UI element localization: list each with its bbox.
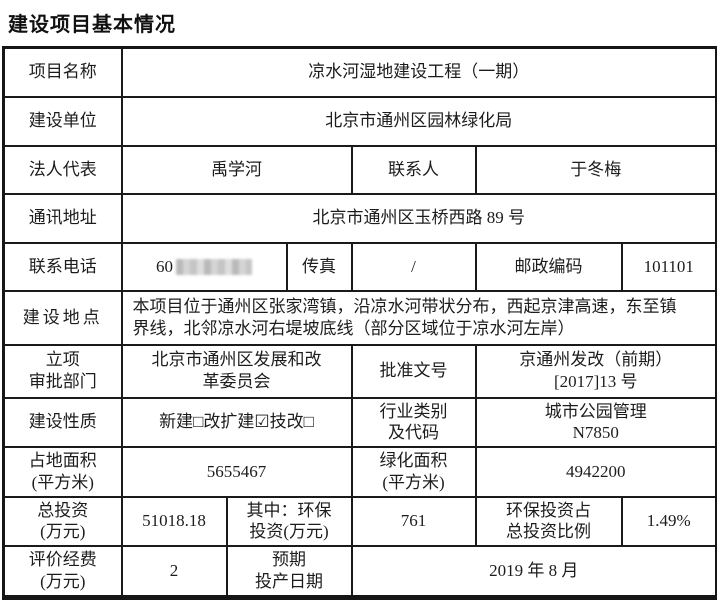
row-location: 建设地点 本项目位于通州区张家湾镇，沿凉水河带状分布，西起京津高速，东至镇 界线…: [2, 289, 717, 346]
phone-label: 联系电话: [2, 241, 123, 292]
area-value: 5655467: [120, 446, 353, 498]
page-title: 建设项目基本情况: [8, 14, 176, 36]
document-page: 建设项目基本情况 项目名称 凉水河湿地建设工程（一期） 建设单位 北京市通州区园…: [0, 8, 717, 602]
approval-dept-label-line1: 立项: [45, 350, 80, 370]
approval-dept-value-line2: 革委员会: [202, 372, 271, 391]
industry-value-line1: 城市公园管理: [544, 401, 647, 421]
project-info-table: 项目名称 凉水河湿地建设工程（一期） 建设单位 北京市通州区园林绿化局 法人代表…: [2, 46, 717, 600]
green-area-label-line1: 绿化面积: [379, 451, 448, 470]
address-label: 通讯地址: [2, 192, 123, 244]
phone-value-wrap: 60: [156, 257, 252, 276]
approval-doc-value-line2: [2017]13 号: [553, 372, 638, 391]
phone-value: 60: [120, 241, 288, 292]
location-value: 本项目位于通州区张家湾镇，沿凉水河带状分布，西起京津高速，东至镇 界线，北邻凉水…: [120, 289, 717, 346]
green-area-label-line2: (平方米): [382, 472, 445, 492]
phone-visible-digits: 60: [156, 256, 173, 276]
env-ratio-label-line1: 环保投资占: [506, 500, 591, 520]
location-label: 建设地点: [2, 289, 123, 346]
location-value-line1: 本项目位于通州区张家湾镇，沿凉水河带状分布，西起京津高速，东至镇: [132, 296, 677, 316]
zip-label: 邮政编码: [474, 241, 623, 292]
area-label-line1: 占地面积: [28, 451, 97, 470]
evaluation-fee-value: 2: [120, 545, 228, 598]
row-phone: 联系电话 60 传真 / 邮政编码 101101: [2, 241, 717, 292]
env-investment-value: 761: [350, 495, 477, 547]
legal-rep-value: 禹学河: [120, 144, 353, 195]
production-date-label-line2: 投产日期: [255, 571, 323, 591]
approval-doc-value-line1: 京通州发改（前期）: [519, 350, 673, 370]
industry-value: 城市公园管理 N7850: [474, 396, 717, 448]
row-approval: 立项 审批部门 北京市通州区发展和改 革委员会 批准文号 京通州发改（前期） […: [2, 343, 717, 399]
env-investment-label-line2: 投资(万元): [249, 522, 329, 542]
area-label-line2: (平方米): [31, 472, 94, 492]
investment-label-line2: (万元): [40, 522, 86, 542]
project-name-value: 凉水河湿地建设工程（一期）: [120, 46, 717, 98]
row-builder: 建设单位 北京市通州区园林绿化局: [2, 95, 717, 147]
production-date-label-line1: 预期: [272, 550, 306, 569]
zip-value: 101101: [620, 241, 717, 292]
production-date-label: 预期 投产日期: [225, 545, 353, 598]
investment-value: 51018.18: [120, 495, 228, 547]
investment-label-line1: 总投资: [37, 500, 89, 520]
env-ratio-value: 1.49%: [620, 495, 717, 547]
evaluation-fee-label-line2: (万元): [40, 571, 86, 591]
approval-dept-value-line1: 北京市通州区发展和改: [151, 350, 322, 370]
industry-label: 行业类别 及代码: [350, 396, 477, 448]
nature-label: 建设性质: [2, 396, 123, 448]
nature-value: 新建□改扩建☑技改□: [120, 396, 353, 448]
green-area-label: 绿化面积 (平方米): [350, 446, 477, 498]
project-name-label: 项目名称: [2, 46, 123, 98]
redacted-phone-number: [176, 258, 252, 275]
row-project-name: 项目名称 凉水河湿地建设工程（一期）: [2, 46, 717, 98]
row-legal-rep: 法人代表 禹学河 联系人 于冬梅: [2, 144, 717, 195]
fax-value: /: [350, 241, 477, 292]
industry-label-line2: 及代码: [388, 423, 439, 443]
env-ratio-label-line2: 总投资比例: [506, 522, 591, 542]
row-nature: 建设性质 新建□改扩建☑技改□ 行业类别 及代码 城市公园管理 N7850: [2, 396, 717, 448]
fax-label: 传真: [285, 241, 353, 292]
industry-value-line2: N7850: [572, 423, 619, 443]
row-area: 占地面积 (平方米) 5655467 绿化面积 (平方米) 4942200: [2, 446, 717, 498]
approval-doc-value: 京通州发改（前期） [2017]13 号: [474, 343, 717, 399]
evaluation-fee-label: 评价经费 (万元): [2, 545, 123, 598]
green-area-value: 4942200: [474, 446, 717, 498]
approval-dept-value: 北京市通州区发展和改 革委员会: [120, 343, 353, 399]
contact-person-label: 联系人: [350, 144, 477, 195]
env-investment-label-line1: 其中：环保: [246, 500, 332, 520]
industry-label-line1: 行业类别: [379, 401, 448, 421]
builder-label: 建设单位: [2, 95, 123, 147]
address-value: 北京市通州区玉桥西路 89 号: [120, 192, 717, 244]
approval-dept-label-line2: 审批部门: [28, 372, 97, 391]
legal-rep-label: 法人代表: [2, 144, 123, 195]
approval-doc-label: 批准文号: [350, 343, 477, 399]
contact-person-value: 于冬梅: [474, 144, 717, 195]
area-label: 占地面积 (平方米): [2, 446, 123, 498]
investment-label: 总投资 (万元): [2, 495, 123, 547]
row-investment: 总投资 (万元) 51018.18 其中：环保 投资(万元) 761 环保投资占…: [2, 495, 717, 547]
env-investment-label: 其中：环保 投资(万元): [225, 495, 353, 547]
row-address: 通讯地址 北京市通州区玉桥西路 89 号: [2, 192, 717, 244]
env-ratio-label: 环保投资占 总投资比例: [474, 495, 623, 547]
location-value-line2: 界线，北邻凉水河右堤坡底线（部分区域位于凉水河左岸）: [132, 318, 575, 338]
approval-dept-label: 立项 审批部门: [2, 343, 123, 399]
row-evaluation: 评价经费 (万元) 2 预期 投产日期 2019 年 8 月: [2, 545, 717, 598]
evaluation-fee-label-line1: 评价经费: [28, 550, 97, 569]
production-date-value: 2019 年 8 月: [350, 545, 717, 598]
builder-value: 北京市通州区园林绿化局: [120, 95, 717, 147]
